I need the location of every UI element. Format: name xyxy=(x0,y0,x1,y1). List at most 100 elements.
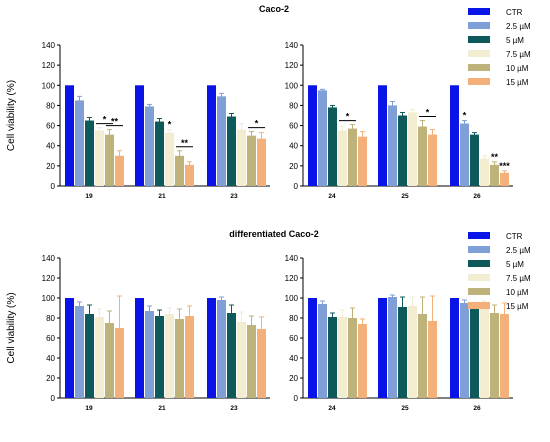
x-tick-label: 21 xyxy=(158,193,166,200)
bar xyxy=(75,100,84,186)
significance-mark: *** xyxy=(499,161,510,171)
bar xyxy=(237,129,246,186)
y-tick-label: 60 xyxy=(46,122,55,131)
y-tick-label: 80 xyxy=(46,101,55,110)
bar xyxy=(328,317,337,398)
y-tick-label: 0 xyxy=(51,394,56,403)
bar xyxy=(460,303,469,398)
y-tick-label: 80 xyxy=(289,101,298,110)
bar xyxy=(155,316,164,398)
bar xyxy=(227,313,236,398)
y-tick-label: 0 xyxy=(294,394,299,403)
bar xyxy=(318,304,327,398)
significance-mark: * xyxy=(426,108,430,118)
bar xyxy=(450,85,459,186)
legend-label: 7.5 µM xyxy=(506,274,531,283)
y-axis-label: Cell viability (%) xyxy=(6,80,17,151)
y-tick-label: 80 xyxy=(289,314,298,323)
bar xyxy=(388,105,397,186)
y-tick-label: 140 xyxy=(42,254,56,263)
x-tick-label: 24 xyxy=(328,193,336,200)
bar xyxy=(85,314,94,398)
bar xyxy=(500,172,509,186)
y-tick-label: 0 xyxy=(294,182,299,191)
bar xyxy=(358,324,367,398)
bar xyxy=(145,106,154,186)
bar xyxy=(348,128,357,186)
bar xyxy=(207,298,216,398)
y-tick-label: 20 xyxy=(289,162,298,171)
bar xyxy=(480,158,489,186)
chart-title-caco2: Caco-2 xyxy=(259,4,289,14)
bar xyxy=(408,112,417,186)
bar xyxy=(105,134,114,186)
legend-swatch xyxy=(468,64,490,71)
y-tick-label: 140 xyxy=(285,41,299,50)
bar xyxy=(85,120,94,186)
legend-label: 2.5 µM xyxy=(506,246,531,255)
y-tick-label: 0 xyxy=(51,182,56,191)
y-axis-label: Cell viability (%) xyxy=(6,292,17,363)
x-tick-label: 23 xyxy=(230,193,238,200)
bar xyxy=(247,325,256,398)
legend-swatch xyxy=(468,288,490,295)
bar xyxy=(388,297,397,398)
x-tick-label: 26 xyxy=(473,405,481,412)
y-tick-label: 60 xyxy=(46,334,55,343)
bar xyxy=(207,85,216,186)
bar xyxy=(418,314,427,398)
significance-mark: * xyxy=(103,115,107,125)
legend-label: 10 µM xyxy=(506,288,529,297)
y-tick-label: 20 xyxy=(46,162,55,171)
legend-label: 7.5 µM xyxy=(506,50,531,59)
bar xyxy=(165,314,174,398)
legend-label: 15 µM xyxy=(506,78,529,87)
bar xyxy=(155,121,164,186)
bar xyxy=(217,96,226,186)
bar xyxy=(428,134,437,186)
significance-mark: ** xyxy=(181,138,189,148)
y-tick-label: 100 xyxy=(42,294,56,303)
bar xyxy=(490,164,499,186)
legend-label: CTR xyxy=(506,8,523,17)
significance-mark: * xyxy=(346,112,350,122)
legend-label: 5 µM xyxy=(506,36,524,45)
y-tick-label: 40 xyxy=(46,142,55,151)
y-tick-label: 100 xyxy=(285,81,299,90)
significance-mark: * xyxy=(255,119,259,129)
bar xyxy=(135,85,144,186)
legend-swatch xyxy=(468,260,490,267)
bar xyxy=(500,314,509,398)
bar xyxy=(450,298,459,398)
bar xyxy=(348,318,357,398)
bar xyxy=(65,298,74,398)
x-tick-label: 19 xyxy=(85,405,93,412)
bar xyxy=(185,316,194,398)
bar xyxy=(308,85,317,186)
y-tick-label: 120 xyxy=(285,61,299,70)
bar xyxy=(115,155,124,186)
significance-mark: * xyxy=(463,111,467,121)
bar xyxy=(65,85,74,186)
y-tick-label: 40 xyxy=(289,142,298,151)
bar xyxy=(185,164,194,186)
x-tick-label: 26 xyxy=(473,193,481,200)
bar xyxy=(115,328,124,398)
y-tick-label: 140 xyxy=(285,254,299,263)
y-tick-label: 80 xyxy=(46,314,55,323)
legend-swatch xyxy=(468,78,490,85)
bar xyxy=(247,135,256,186)
bar xyxy=(95,130,104,186)
legend-label: CTR xyxy=(506,232,523,241)
bar xyxy=(358,136,367,186)
y-tick-label: 120 xyxy=(42,61,56,70)
bar xyxy=(257,329,266,398)
bar xyxy=(308,298,317,398)
bar xyxy=(217,300,226,398)
bar xyxy=(257,138,266,186)
bar xyxy=(480,306,489,398)
y-tick-label: 120 xyxy=(285,274,299,283)
y-tick-label: 60 xyxy=(289,122,298,131)
bar xyxy=(75,306,84,398)
